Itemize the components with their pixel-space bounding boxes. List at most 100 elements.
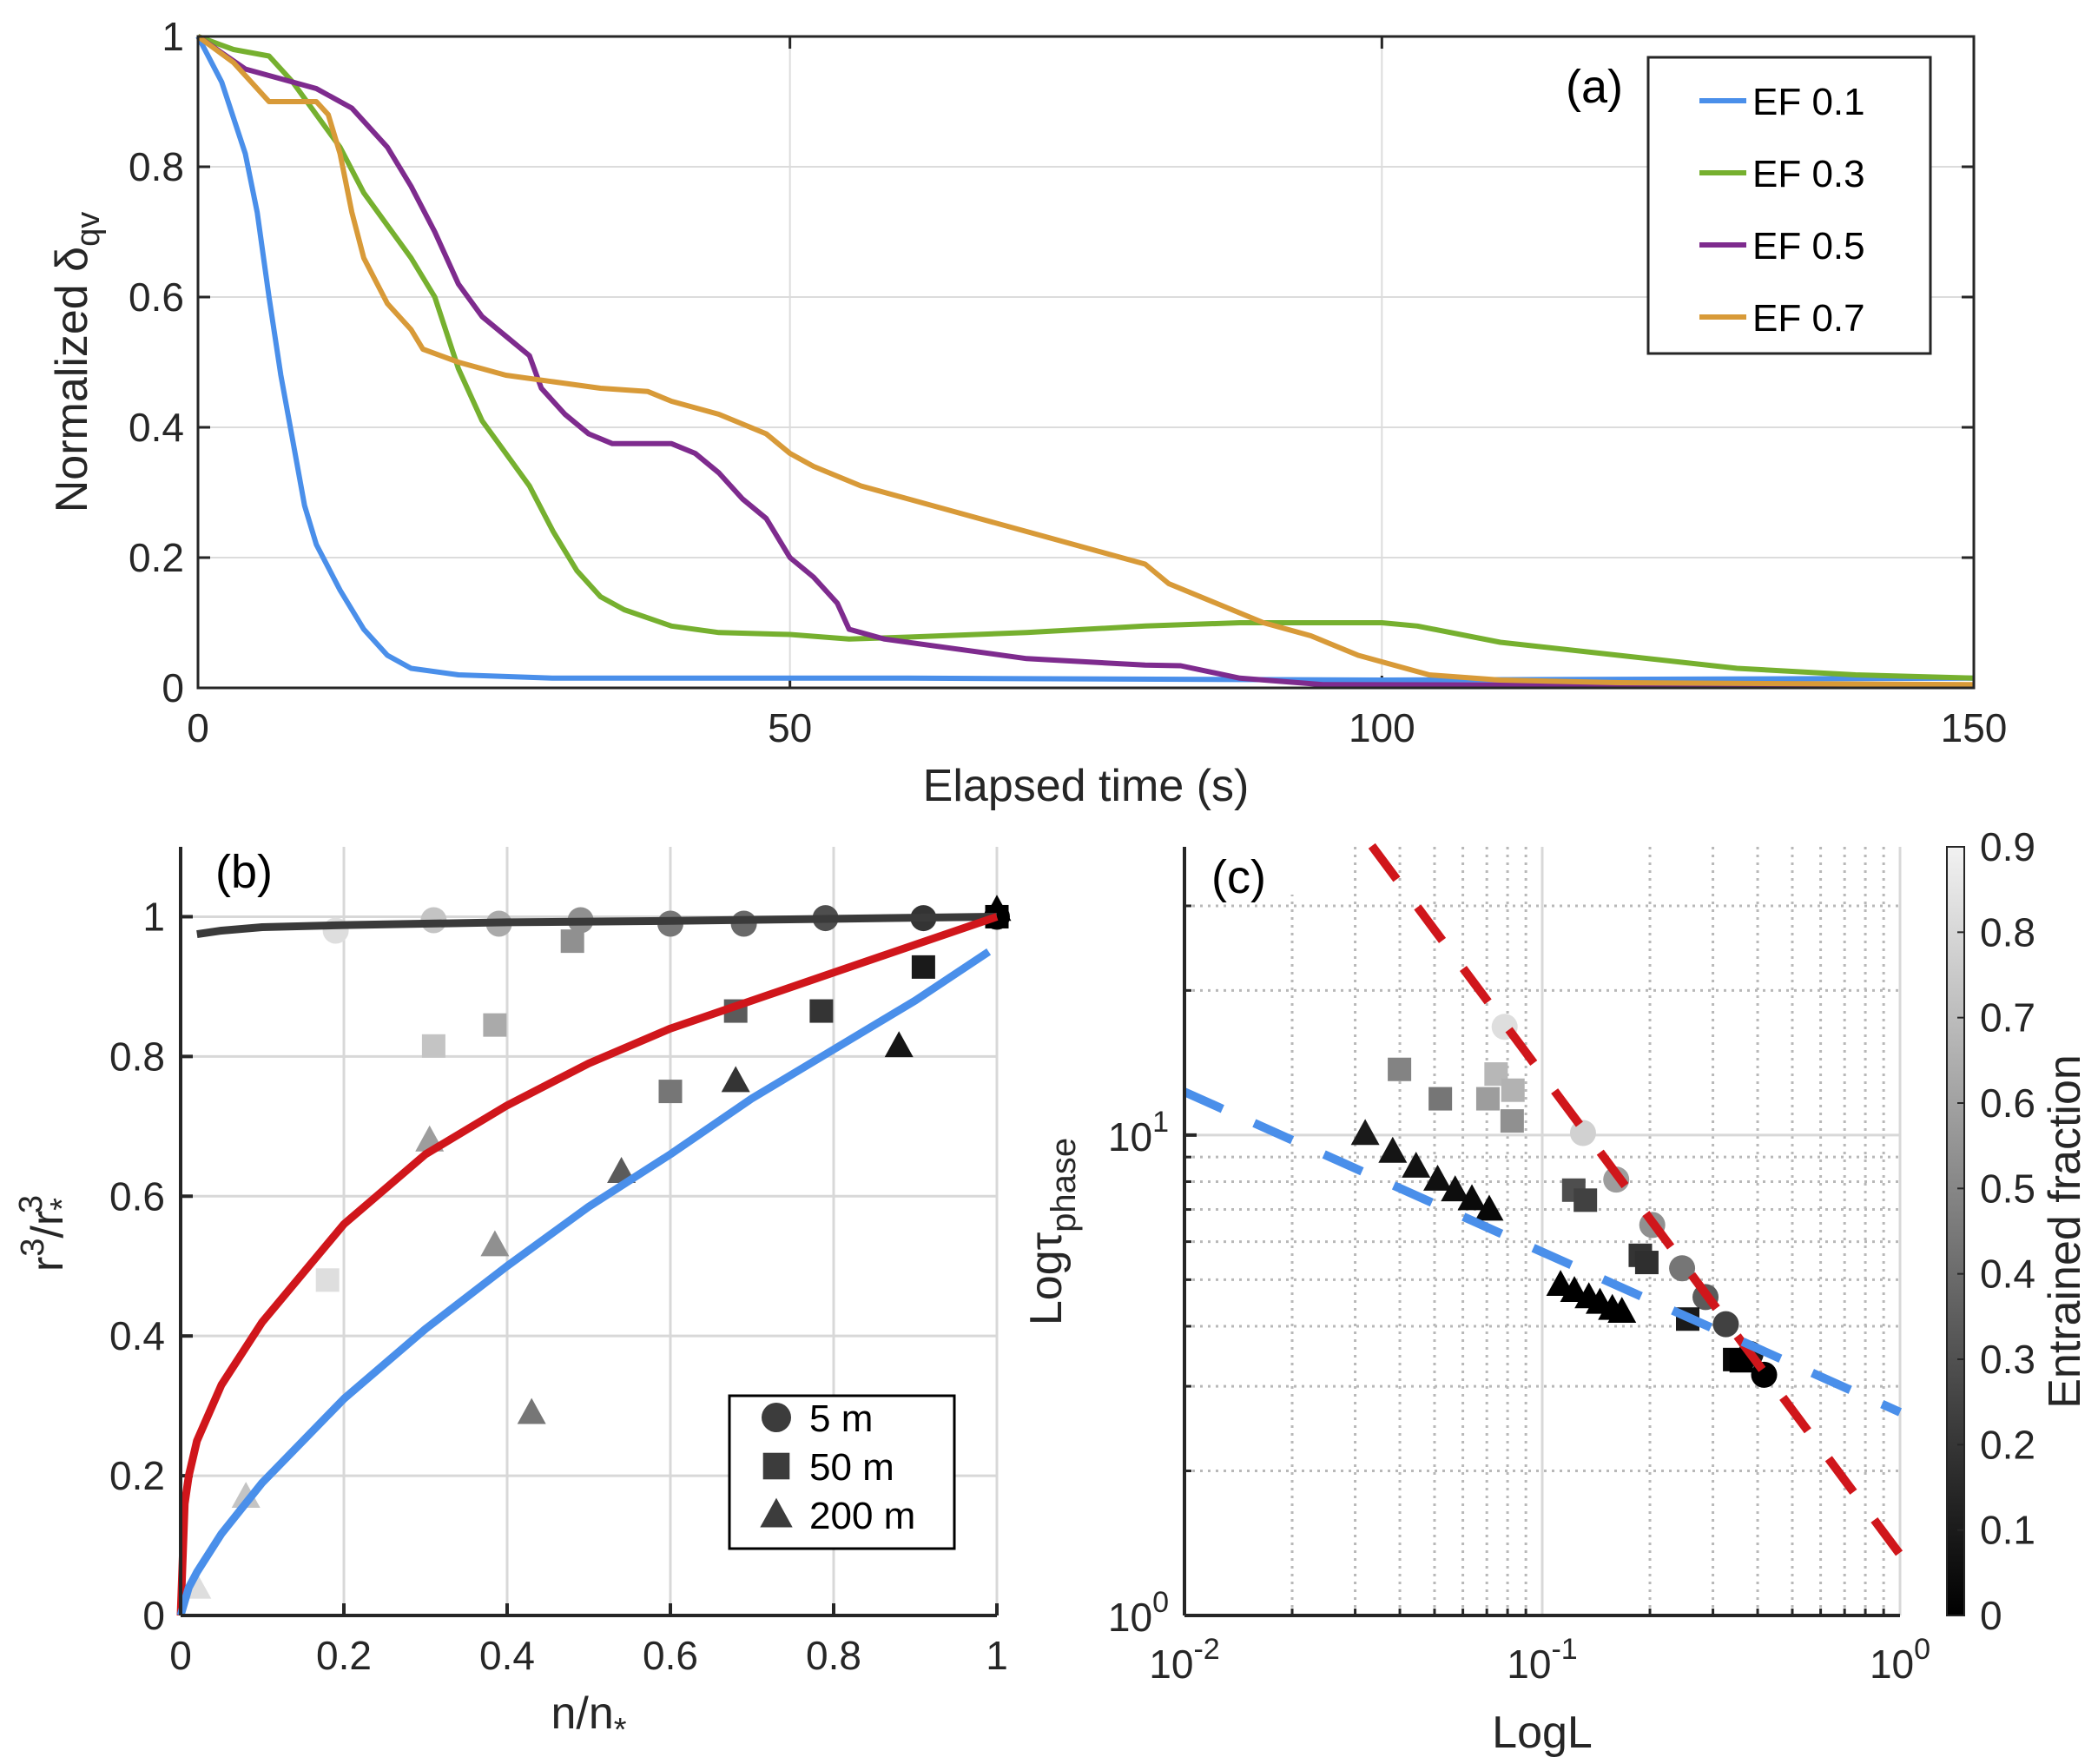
y-tick-label: 1 [162,14,184,59]
data-point-triangle [1402,1152,1431,1178]
y-tick-label: 101 [1108,1106,1169,1159]
y-axis-label: Logτphase [1021,1138,1083,1325]
series-line-ef-0-1 [195,35,1975,683]
x-tick-label: 0.4 [479,1633,535,1678]
y-tick-label: 0.8 [129,144,184,189]
x-tick-exp: -2 [1193,1633,1219,1666]
legend-marker-triangle [760,1497,793,1528]
panel-label: (c) [1211,851,1266,903]
y-tick-label: 0.8 [109,1034,165,1079]
colorbar-tick-label: 0.3 [1980,1337,2035,1382]
y-tick-label: 0.4 [109,1313,165,1358]
data-point-triangle [1423,1164,1453,1191]
y-tick-label: 0 [142,1593,165,1638]
data-point-square [911,955,935,979]
x-tick-label: 100 [1349,705,1415,750]
x-tick-label: 150 [1941,705,2008,750]
y-axis-label-sub: phase [1045,1138,1083,1232]
legend-label: 200 m [809,1495,915,1537]
data-point-square [1428,1087,1453,1111]
x-tick-label: 100 [1870,1633,1930,1687]
legend-label: 5 m [809,1397,873,1440]
series-line-ef-0-7 [196,34,1975,688]
y-tick-exp: 1 [1152,1106,1169,1139]
y-axis-label-main: Logτ [1021,1232,1072,1325]
legend-marker-square [762,1452,790,1480]
data-point-triangle [480,1230,510,1257]
colorbar-tick-label: 0 [1980,1593,2002,1638]
data-point-square [560,929,584,954]
data-point-triangle [1607,1297,1637,1323]
x-tick-label: 0.8 [806,1633,861,1678]
data-point-square [1501,1078,1525,1102]
colorbar-tick-label: 0.8 [1980,909,2035,955]
data-point-square [1574,1188,1598,1212]
x-tick-label: 1 [986,1633,1008,1678]
data-point-triangle [1475,1194,1504,1221]
data-point-triangle [884,1031,914,1058]
y-tick-label: 0.6 [109,1173,165,1219]
data-point-circle [1712,1311,1739,1338]
y-tick-label: 0 [162,665,184,710]
y-axis-label: Normalized δqv [47,212,107,513]
y-axis-label: r3/r*3 [13,1195,81,1272]
legend-label: EF 0.7 [1752,297,1865,340]
data-point-triangle [1378,1136,1408,1163]
data-point-triangle [607,1157,637,1183]
data-point-triangle [1457,1184,1487,1211]
y-axis-label-mid: /r [23,1211,73,1239]
x-axis-label-main: n/n [551,1688,613,1739]
x-tick-base: 10 [1507,1642,1551,1687]
data-point-square [1500,1109,1524,1133]
data-point-triangle [517,1397,546,1424]
y-axis-label-sub: qv [70,212,107,247]
x-axis-label: Elapsed time (s) [923,761,1250,811]
x-tick-label: 0.2 [316,1633,372,1678]
y-tick-base: 10 [1108,1595,1152,1640]
y-tick-label: 1 [142,894,165,939]
y-tick-label: 0.2 [129,535,184,580]
panel-b-scatter: 0 0.2 0.4 0.6 0.8 1 0 0.2 0.4 0.6 0.8 1 (b) 5 m 50 m 20… [13,846,1012,1748]
x-tick-label: 50 [768,705,812,750]
colorbar-tick-label: 0.5 [1980,1166,2035,1211]
x-tick-base: 10 [1149,1642,1193,1687]
data-point-triangle [231,1482,261,1509]
data-point-square [1475,1087,1500,1111]
fit-line-fit-dark [196,913,998,939]
x-tick-exp: -1 [1551,1633,1577,1666]
legend-label: 50 m [809,1446,894,1489]
colorbar-label: Entrained fraction [2040,1054,2090,1409]
data-point-triangle [1441,1175,1470,1202]
data-point-triangle [721,1066,750,1093]
label-backdrop [1237,847,1298,895]
data-point-square [421,1034,445,1058]
y-tick-label: 0.2 [109,1453,165,1498]
x-axis-label-sub: * [614,1712,627,1748]
fit-line-fit-red [176,913,999,1616]
x-tick-label: 10-1 [1507,1633,1577,1687]
y-tick-label: 100 [1108,1586,1169,1640]
x-tick-label: 0.6 [643,1633,698,1678]
x-axis-label: LogL [1492,1708,1593,1758]
data-point-square [1388,1057,1412,1081]
panel-c-loglog: 10-2 10-1 100100101(c)LogLLogτphase00.10.2… [1021,824,2090,1758]
data-point-square [809,999,834,1023]
series-line-ef-0-5 [196,34,1975,689]
data-point-square [483,1013,507,1037]
y-axis-label-sup: 3 [15,1239,51,1257]
legend-marker-circle [762,1403,791,1432]
colorbar-tick-label: 0.6 [1980,1080,2035,1126]
y-tick-label: 0.4 [129,405,184,450]
data-point-square [658,1080,683,1104]
legend-label: EF 0.3 [1752,153,1865,195]
y-tick-label: 0.6 [129,274,184,320]
panel-a-time-series: 0 0.2 0.4 0.6 0.8 1 0 50 100 150 (a) EF 0.1 EF 0.3 EF… [47,14,2007,811]
y-axis-label-sup: 3 [13,1195,49,1213]
data-point-square [1634,1251,1659,1275]
x-tick-base: 10 [1870,1642,1914,1687]
x-axis-label: n/n* [551,1688,626,1748]
y-axis-label-r: r [23,1257,73,1272]
data-point-triangle [1560,1276,1589,1303]
legend-label: EF 0.5 [1752,225,1865,268]
